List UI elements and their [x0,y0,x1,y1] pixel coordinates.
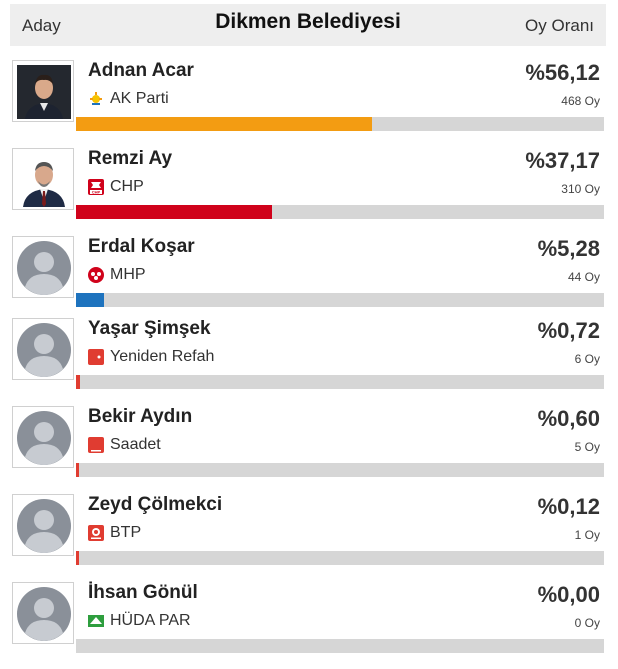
vote-share-bar [76,375,604,389]
person-photo-icon [17,153,71,207]
ak-parti-logo-icon [88,91,104,107]
vote-count: 0 Oy [574,616,600,630]
party-label: MHP [88,266,146,284]
vote-share-fill [76,551,79,565]
party-label: AK Parti [88,90,169,108]
btp-logo-icon [88,525,104,541]
vote-percentage: %56,12 [525,60,600,85]
vote-percentage: %0,72 [537,318,600,343]
avatar-placeholder-icon [17,499,71,553]
candidate-column-header: Aday [22,16,61,35]
candidate-name: Yaşar Şimşek [88,318,211,339]
candidate-row[interactable]: İhsan Gönül HÜDA PAR %0,00 0 Oy [10,578,606,656]
vote-share-bar [76,117,604,131]
vote-count: 310 Oy [561,182,600,196]
vote-count: 5 Oy [574,440,600,454]
svg-text:CHP: CHP [92,189,101,194]
party-name: Saadet [110,436,161,453]
huda-par-logo-icon [88,613,104,629]
avatar-placeholder-icon [17,587,71,641]
candidate-name: Bekir Aydın [88,406,193,427]
candidate-name: İhsan Gönül [88,582,198,603]
candidate-row[interactable]: Adnan Acar AK Parti %56,12 468 Oy [10,56,606,134]
vote-share-bar [76,463,604,477]
party-label: CHP CHP [88,178,144,196]
mhp-logo-icon [88,267,104,283]
vote-share-fill [76,463,80,477]
candidate-row[interactable]: Bekir Aydın Saadet %0,60 5 Oy [10,402,606,480]
party-label: HÜDA PAR [88,612,191,630]
candidate-row[interactable]: Zeyd Çölmekci BTP %0,12 1 Oy [10,490,606,568]
vote-percentage: %0,00 [537,582,600,607]
candidate-name: Zeyd Çölmekci [88,494,223,515]
avatar-placeholder-icon [17,323,71,377]
party-name: AK Parti [110,90,169,107]
vote-count: 6 Oy [574,352,600,366]
vote-count: 44 Oy [567,270,600,284]
saadet-logo-icon [88,437,104,453]
candidate-photo [12,148,74,210]
vote-share-fill [76,375,80,389]
candidate-photo [12,494,74,556]
yeniden-refah-logo-icon [88,349,104,365]
candidate-name: Adnan Acar [88,60,194,81]
person-photo-icon [17,65,71,119]
chp-logo-icon: CHP [88,179,104,195]
vote-share-fill [76,117,373,131]
party-label: BTP [88,524,141,542]
party-name: MHP [110,266,146,283]
avatar-placeholder-icon [17,241,71,295]
candidate-name: Erdal Koşar [88,236,195,257]
avatar-placeholder-icon [17,411,71,465]
candidate-photo [12,60,74,122]
party-name: CHP [110,178,144,195]
candidate-row[interactable]: Remzi Ay CHP CHP %37,17 310 Oy [10,144,606,222]
candidate-photo [12,582,74,644]
vote-share-bar [76,639,604,653]
vote-share-bar [76,293,604,307]
vote-share-fill [76,293,104,307]
party-label: Saadet [88,436,161,454]
candidate-row[interactable]: Erdal Koşar MHP %5,28 44 Oy [10,232,606,310]
vote-share-fill [76,205,273,219]
vote-count: 1 Oy [574,528,600,542]
party-name: Yeniden Refah [110,348,215,365]
candidate-photo [12,236,74,298]
results-header: Aday Dikmen Belediyesi Oy Oranı [10,4,606,46]
candidate-photo [12,318,74,380]
vote-percentage: %5,28 [537,236,600,261]
vote-count: 468 Oy [561,94,600,108]
party-label: Yeniden Refah [88,348,214,366]
party-name: BTP [110,524,142,541]
vote-percentage: %0,12 [537,494,600,519]
vote-percentage: %37,17 [525,148,600,173]
candidate-row[interactable]: Yaşar Şimşek Yeniden Refah %0,72 6 Oy [10,314,606,392]
vote-share-bar [76,205,604,219]
candidate-name: Remzi Ay [88,148,173,169]
vote-share-column-header: Oy Oranı [525,16,594,35]
vote-share-bar [76,551,604,565]
page-title: Dikmen Belediyesi [215,10,401,33]
vote-percentage: %0,60 [537,406,600,431]
party-name: HÜDA PAR [110,612,191,629]
candidate-photo [12,406,74,468]
